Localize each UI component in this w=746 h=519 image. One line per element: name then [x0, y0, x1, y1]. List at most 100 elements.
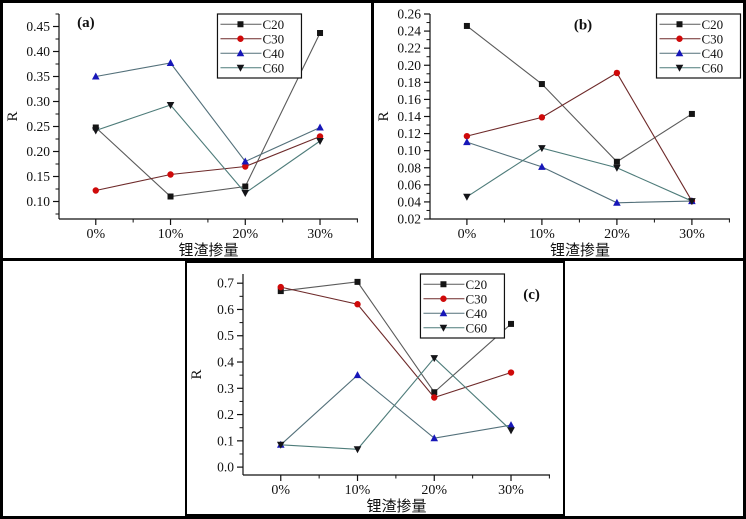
circle-marker [242, 163, 249, 170]
triangle-up-marker [236, 49, 245, 57]
y-tick-label: 0.14 [397, 109, 421, 124]
square-marker [431, 389, 438, 396]
series-C40 [91, 59, 324, 165]
tick-labels: 0.0 0.1 0.2 0.3 0.4 0.5 0.6 0.7 0% 10% 20% 30% [217, 276, 524, 498]
square-marker [317, 30, 324, 36]
circle-marker [92, 187, 99, 194]
y-tick-label: 0.18 [397, 75, 421, 90]
square-marker [613, 158, 620, 165]
triangle-up-marker [675, 49, 684, 57]
square-marker [688, 110, 695, 117]
x-axis-label: 锂渣掺量 [178, 242, 238, 258]
triangle-up-marker [507, 421, 515, 429]
legend-label: C20 [262, 17, 284, 32]
square-marker [167, 193, 174, 200]
triangle-down-marker [276, 441, 285, 449]
x-tick-label: 0% [86, 227, 105, 242]
triangle-up-marker [91, 72, 100, 80]
square-marker [463, 22, 470, 29]
x-tick-label: 30% [498, 483, 524, 498]
chart-panel-a: 0.10 0.15 0.20 0.25 0.30 0.35 0.40 0.45 0% 10% 20%… [3, 3, 371, 258]
legend-label: C40 [262, 46, 284, 61]
y-tick-label: 0.10 [26, 194, 50, 209]
square-marker [440, 281, 447, 288]
y-tick-label: 0.4 [217, 355, 234, 370]
triangle-down-marker [316, 138, 324, 145]
legend-label: C30 [262, 31, 284, 46]
x-tick-label: 10% [529, 227, 555, 242]
y-tick-label: 0.26 [397, 7, 421, 22]
x-tick-label: 20% [421, 483, 447, 498]
legend-label: C40 [702, 46, 724, 61]
circle-marker [167, 171, 174, 178]
x-tick-label: 0% [271, 483, 290, 498]
y-tick-label: 0.20 [397, 58, 421, 73]
triangle-down-marker [166, 102, 175, 109]
circle-marker [613, 69, 621, 77]
y-tick-label: 0.45 [26, 19, 50, 34]
x-tick-label: 20% [604, 227, 630, 242]
axes [242, 274, 550, 476]
x-tick-label: 0% [458, 227, 477, 242]
y-tick-label: 0.1 [217, 433, 234, 448]
square-marker [508, 320, 515, 327]
circle-marker [463, 132, 471, 140]
triangle-up-marker [463, 138, 471, 146]
square-marker [237, 21, 244, 28]
triangle-down-marker [688, 198, 696, 206]
square-marker [538, 81, 545, 88]
series-C60 [276, 355, 515, 454]
y-tick-label: 0.16 [397, 92, 421, 107]
triangle-down-marker [463, 193, 471, 201]
circle-marker [507, 369, 515, 376]
legend-label: C60 [262, 60, 284, 75]
y-tick-label: 0.15 [26, 169, 50, 184]
panel-label: (b) [574, 17, 592, 33]
triangle-up-marker [430, 434, 439, 442]
triangle-down-marker [430, 355, 439, 363]
y-tick-label: 0.3 [217, 381, 234, 396]
triangle-down-marker [241, 190, 250, 197]
x-tick-label: 10% [158, 227, 184, 242]
series-C30 [277, 283, 515, 401]
triangle-down-marker [507, 427, 515, 435]
y-tick-label: 0.20 [26, 144, 50, 159]
circle-marker [440, 295, 447, 302]
triangle-down-marker [675, 64, 684, 72]
square-marker [242, 183, 249, 190]
x-tick-label: 20% [232, 227, 258, 242]
triangle-up-marker [316, 123, 324, 131]
x-tick-label: 10% [345, 483, 371, 498]
circle-marker [237, 35, 244, 42]
circle-marker [431, 394, 438, 401]
chart-panel-c: 0.0 0.1 0.2 0.3 0.4 0.5 0.6 0.7 0% 10% 20% 30% 锂渣掺量 R… [185, 261, 565, 516]
triangle-up-marker [439, 309, 448, 317]
legend-label: C60 [702, 60, 724, 75]
y-tick-label: 0.30 [26, 94, 50, 109]
legend-label: C40 [465, 306, 487, 321]
legend-label: C20 [465, 277, 487, 292]
triangle-down-marker [236, 64, 245, 72]
y-tick-label: 0.06 [397, 177, 421, 192]
legend-label: C20 [702, 17, 724, 32]
y-tick-label: 0.35 [26, 69, 50, 84]
triangle-up-marker [613, 198, 621, 206]
triangle-up-marker [166, 59, 175, 66]
square-marker [277, 288, 284, 295]
axes [58, 14, 358, 220]
triangle-up-marker [538, 162, 546, 170]
series-C60 [91, 102, 324, 197]
triangle-down-marker [538, 145, 546, 153]
series-C30 [463, 69, 696, 205]
y-tick-label: 0.25 [26, 119, 50, 134]
y-tick-label: 0.40 [26, 44, 50, 59]
y-tick-label: 0.12 [397, 126, 421, 141]
circle-marker [538, 114, 546, 121]
square-marker [676, 21, 683, 28]
y-tick-label: 0.02 [397, 212, 421, 227]
series-C40 [276, 371, 515, 448]
circle-marker [354, 301, 361, 308]
